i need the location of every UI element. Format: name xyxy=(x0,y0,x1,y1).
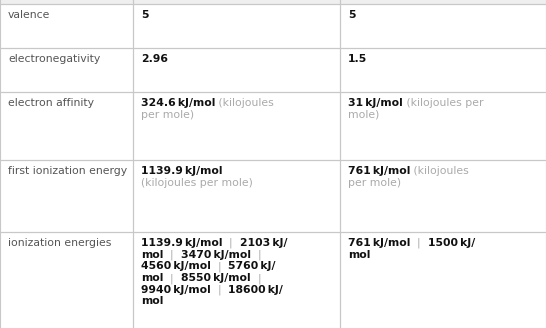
Text: 5: 5 xyxy=(141,10,149,20)
Bar xyxy=(340,4,546,48)
Text: |: | xyxy=(211,261,228,272)
Bar xyxy=(133,48,340,92)
Text: 3470 kJ/mol: 3470 kJ/mol xyxy=(181,250,251,260)
Text: per mole): per mole) xyxy=(141,110,194,120)
Bar xyxy=(0,92,133,160)
Text: 5: 5 xyxy=(348,10,355,20)
Bar xyxy=(0,160,133,232)
Text: first ionization energy: first ionization energy xyxy=(8,166,127,176)
Text: |: | xyxy=(411,238,428,249)
Bar xyxy=(340,232,546,328)
Bar xyxy=(133,4,340,48)
Bar xyxy=(133,0,340,4)
Text: valence: valence xyxy=(8,10,50,20)
Text: 31 kJ/mol: 31 kJ/mol xyxy=(348,98,403,108)
Text: 1.5: 1.5 xyxy=(348,54,367,64)
Text: 18600 kJ/: 18600 kJ/ xyxy=(228,285,283,295)
Text: 1139.9 kJ/mol: 1139.9 kJ/mol xyxy=(141,238,223,248)
Text: 4560 kJ/mol: 4560 kJ/mol xyxy=(141,261,211,271)
Text: mol: mol xyxy=(141,273,163,283)
Text: mol: mol xyxy=(348,250,370,260)
Text: mol: mol xyxy=(141,297,163,306)
Text: 1500 kJ/: 1500 kJ/ xyxy=(428,238,475,248)
Text: 761 kJ/mol: 761 kJ/mol xyxy=(348,166,411,176)
Text: (kilojoules per: (kilojoules per xyxy=(403,98,483,108)
Text: |: | xyxy=(251,250,262,260)
Bar xyxy=(0,232,133,328)
Text: |: | xyxy=(163,250,181,260)
Bar xyxy=(0,0,133,4)
Text: per mole): per mole) xyxy=(348,178,401,188)
Text: ionization energies: ionization energies xyxy=(8,238,111,248)
Bar xyxy=(340,48,546,92)
Text: mole): mole) xyxy=(348,110,379,120)
Bar xyxy=(340,160,546,232)
Text: |: | xyxy=(163,273,181,284)
Text: (kilojoules: (kilojoules xyxy=(215,98,274,108)
Bar xyxy=(0,0,546,4)
Text: electron affinity: electron affinity xyxy=(8,98,94,108)
Bar xyxy=(340,92,546,160)
Text: 761 kJ/mol: 761 kJ/mol xyxy=(348,238,411,248)
Text: electronegativity: electronegativity xyxy=(8,54,100,64)
Text: (kilojoules per mole): (kilojoules per mole) xyxy=(141,178,253,188)
Bar xyxy=(133,232,340,328)
Text: (kilojoules: (kilojoules xyxy=(411,166,469,176)
Bar xyxy=(0,4,133,48)
Text: |: | xyxy=(211,285,228,295)
Bar xyxy=(133,92,340,160)
Bar xyxy=(0,48,133,92)
Text: |: | xyxy=(223,238,240,249)
Text: 2103 kJ/: 2103 kJ/ xyxy=(240,238,288,248)
Text: 8550 kJ/mol: 8550 kJ/mol xyxy=(181,273,251,283)
Text: 1139.9 kJ/mol: 1139.9 kJ/mol xyxy=(141,166,223,176)
Text: 324.6 kJ/mol: 324.6 kJ/mol xyxy=(141,98,215,108)
Text: 9940 kJ/mol: 9940 kJ/mol xyxy=(141,285,211,295)
Text: mol: mol xyxy=(141,250,163,260)
Text: 2.96: 2.96 xyxy=(141,54,168,64)
Bar xyxy=(340,0,546,4)
Bar xyxy=(133,160,340,232)
Text: 5760 kJ/: 5760 kJ/ xyxy=(228,261,276,271)
Text: |: | xyxy=(251,273,261,284)
